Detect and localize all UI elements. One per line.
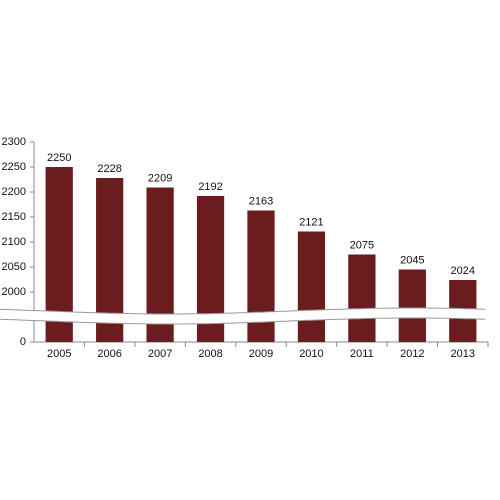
data-label: 2228 [97, 163, 121, 175]
y-tick-label: 2100 [2, 236, 26, 248]
y-tick-label: 2250 [2, 161, 26, 173]
x-tick-label: 2006 [97, 348, 121, 360]
x-tick-label: 2005 [47, 348, 71, 360]
data-label: 2024 [451, 265, 475, 277]
y-tick-label: 2050 [2, 261, 26, 273]
data-label: 2121 [299, 216, 323, 228]
axis-break-line [0, 307, 486, 315]
data-label: 2192 [198, 181, 222, 193]
x-tick-label: 2010 [299, 348, 323, 360]
y-tick-label: 2150 [2, 211, 26, 223]
x-tick-label: 2007 [148, 348, 172, 360]
y-tick-label: 0 [20, 336, 26, 348]
bar [297, 231, 326, 342]
x-tick-label: 2011 [350, 348, 374, 360]
x-tick-label: 2008 [198, 348, 222, 360]
y-tick-label: 2300 [2, 136, 26, 148]
data-label: 2250 [47, 152, 71, 164]
x-tick-label: 2013 [451, 348, 475, 360]
bar [398, 269, 426, 342]
x-tick-label: 2012 [400, 348, 424, 360]
axis-break [0, 308, 485, 324]
data-label: 2209 [148, 172, 172, 184]
bar [348, 254, 376, 342]
data-label: 2075 [350, 239, 374, 251]
x-tick-label: 2009 [249, 348, 273, 360]
y-tick-label: 2200 [2, 186, 26, 198]
y-tick-label: 2000 [2, 286, 26, 298]
data-label: 2163 [249, 195, 273, 207]
axis-break-line [0, 317, 486, 325]
data-label: 2045 [400, 254, 424, 266]
